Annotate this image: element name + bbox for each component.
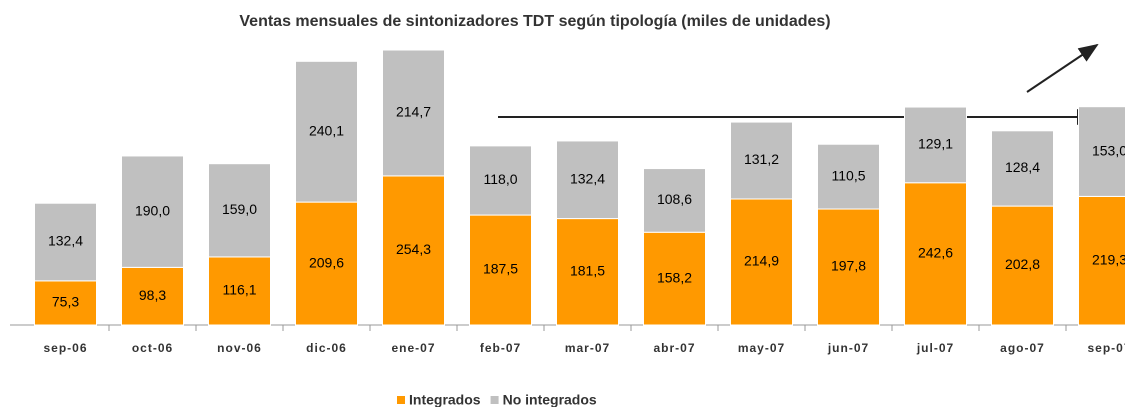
x-tick-label: dic-06 xyxy=(306,341,347,355)
data-label: 187,5 xyxy=(483,261,518,277)
data-label: 214,9 xyxy=(744,253,779,269)
bar-segment xyxy=(469,145,532,216)
data-label: 75,3 xyxy=(52,294,79,310)
bar-segment xyxy=(295,60,358,203)
data-label: 240,1 xyxy=(309,122,344,138)
data-label: 159,0 xyxy=(222,201,257,217)
bar-segment xyxy=(121,155,184,268)
data-label: 158,2 xyxy=(657,269,692,285)
bar-segment xyxy=(1078,106,1125,197)
data-label: 242,6 xyxy=(918,245,953,261)
x-tick-label: jul-07 xyxy=(916,341,954,355)
bar-segment xyxy=(817,143,880,210)
data-label: 116,1 xyxy=(223,282,257,298)
bar-segment xyxy=(1078,195,1125,326)
data-label: 190,0 xyxy=(135,202,170,218)
data-label: 209,6 xyxy=(309,254,344,270)
bar-segment xyxy=(643,168,706,233)
data-label: 128,4 xyxy=(1005,159,1040,175)
data-label: 131,2 xyxy=(744,151,779,167)
data-label: 132,4 xyxy=(570,170,605,186)
bar-segment xyxy=(904,106,967,184)
bar-segment xyxy=(34,202,97,282)
data-label: 214,7 xyxy=(396,104,431,120)
data-label: 153,0 xyxy=(1092,142,1125,158)
x-tick-label: oct-06 xyxy=(132,341,173,355)
data-label: 118,0 xyxy=(484,171,518,187)
x-tick-label: jun-07 xyxy=(827,341,869,355)
x-tick-label: ene-07 xyxy=(391,341,435,355)
data-label: 129,1 xyxy=(918,136,953,152)
x-tick-label: mar-07 xyxy=(565,341,610,355)
legend-swatch xyxy=(397,396,405,404)
legend-label: Integrados xyxy=(409,392,481,407)
data-label: 108,6 xyxy=(657,191,692,207)
bar-segment xyxy=(904,182,967,326)
bar-segment xyxy=(991,205,1054,326)
x-tick-label: sep-07 xyxy=(1087,341,1125,355)
bar-segment xyxy=(295,201,358,326)
x-tick-label: sep-06 xyxy=(43,341,87,355)
data-label: 254,3 xyxy=(396,241,431,257)
data-label: 132,4 xyxy=(48,233,83,249)
x-tick-label: nov-06 xyxy=(217,341,262,355)
data-label: 202,8 xyxy=(1005,256,1040,272)
bar-segment xyxy=(208,163,271,258)
chart-title: Ventas mensuales de sintonizadores TDT s… xyxy=(239,13,830,30)
bar-segment xyxy=(817,208,880,326)
bar-segment xyxy=(556,218,619,326)
bar-segment xyxy=(730,198,793,326)
bar-segment xyxy=(556,140,619,220)
x-tick-label: feb-07 xyxy=(480,341,521,355)
growth-arrow xyxy=(1026,43,1099,93)
data-label: 98,3 xyxy=(139,287,166,303)
bar-segment xyxy=(382,49,445,177)
legend-label: No integrados xyxy=(503,392,597,407)
bar-segment xyxy=(469,214,532,326)
bar-segment xyxy=(382,175,445,326)
x-tick-label: ago-07 xyxy=(1000,341,1045,355)
bar-segment xyxy=(991,130,1054,207)
legend-swatch xyxy=(490,396,499,404)
bar-segment xyxy=(730,121,793,200)
data-label: 110,5 xyxy=(832,167,866,183)
data-label: 219,3 xyxy=(1092,251,1125,267)
data-label: 181,5 xyxy=(570,262,605,278)
data-label: 197,8 xyxy=(831,258,866,274)
bar-segment xyxy=(34,280,97,326)
x-tick-label: may-07 xyxy=(738,341,785,355)
x-tick-label: abr-07 xyxy=(653,341,695,355)
